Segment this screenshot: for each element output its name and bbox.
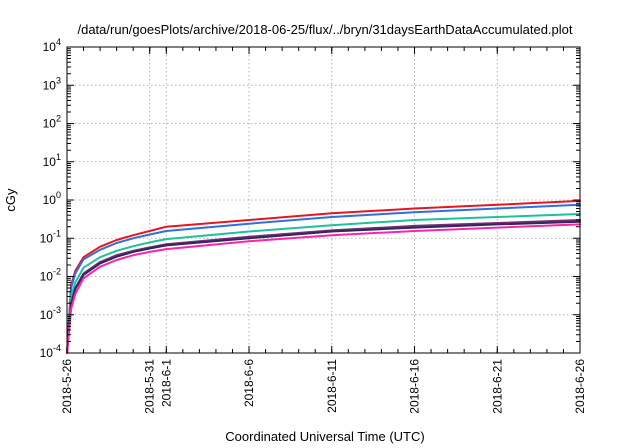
axis-ticks (66, 46, 581, 354)
x-tick-label: 2018-6-1 (159, 359, 173, 407)
x-tick-label: 2018-5-31 (143, 359, 157, 414)
x-tick-label: 2018-6-26 (573, 359, 587, 414)
y-tick-label: 104 (43, 37, 61, 54)
series-line (66, 223, 581, 354)
y-tick-label: 10-1 (40, 228, 61, 245)
y-tick-label: 10-4 (40, 343, 61, 360)
y-tick-label: 102 (43, 114, 61, 131)
series-line (66, 220, 581, 354)
y-tick-label: 10-2 (40, 267, 61, 284)
y-tick-label: 100 (43, 190, 61, 207)
series-line (66, 203, 581, 354)
x-tick-label: 2018-6-16 (408, 359, 422, 414)
x-tick-label: 2018-6-21 (490, 359, 504, 414)
y-axis-label: cGy (3, 188, 18, 212)
x-axis-label: Coordinated Universal Time (UTC) (225, 429, 424, 444)
x-tick-label: 2018-6-11 (325, 359, 339, 413)
series-line (66, 213, 581, 354)
series-group (66, 199, 581, 354)
y-tick-labels: 10-4 10-3 10-2 10-1 100 101 102 103 104 (40, 37, 61, 360)
grid (67, 47, 580, 353)
series-line (66, 199, 581, 354)
chart-title: /data/run/goesPlots/archive/2018-06-25/f… (77, 22, 572, 37)
x-tick-label: 2018-5-26 (60, 359, 74, 414)
y-tick-label: 10-3 (40, 305, 61, 322)
x-tick-label: 2018-6-6 (242, 359, 256, 407)
y-tick-label: 101 (43, 152, 61, 169)
series-line (66, 219, 581, 354)
y-tick-label: 103 (43, 75, 61, 92)
x-tick-labels: 2018-5-26 2018-5-31 2018-6-1 2018-6-6 2018-6… (60, 359, 587, 414)
